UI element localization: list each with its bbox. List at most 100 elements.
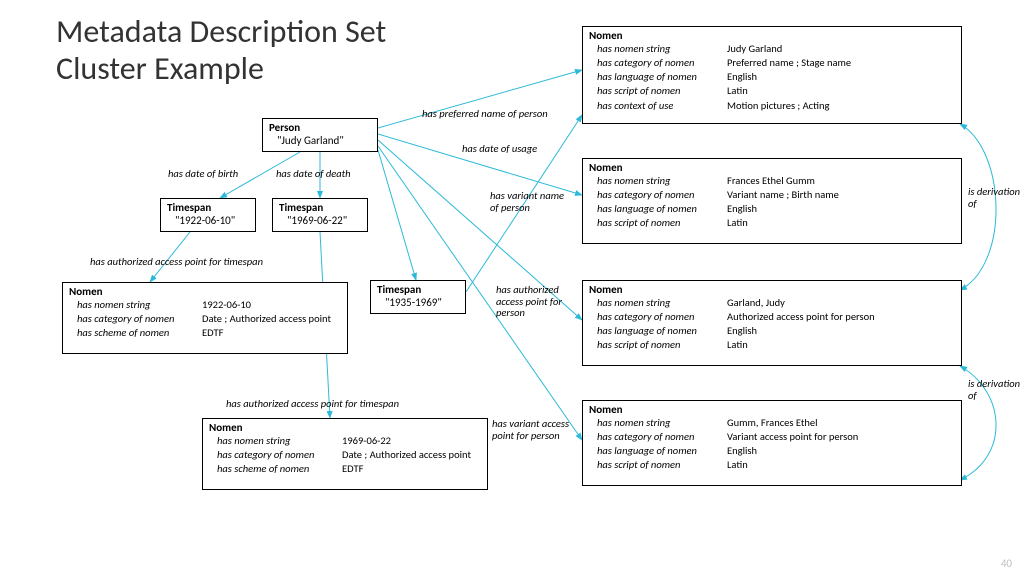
property-value: Variant name ; Birth name — [727, 188, 955, 201]
property-row: has category of nomenDate ; Authorized a… — [203, 448, 487, 462]
property-label: has nomen string — [77, 298, 202, 311]
node-nomen-preferred: Nomen has nomen stringJudy Garlandhas ca… — [582, 26, 962, 124]
node-timespan-death: Timespan "1969-06-22" — [272, 198, 368, 232]
property-value: Motion pictures ; Acting — [727, 99, 955, 112]
ts-birth-header: Timespan — [161, 199, 255, 214]
property-label: has category of nomen — [597, 56, 727, 69]
property-label: has script of nomen — [597, 458, 727, 471]
property-row: has script of nomenLatin — [583, 458, 961, 472]
ts-death-sub: "1969-06-22" — [273, 214, 367, 229]
node-timespan-usage: Timespan "1935-1969" — [370, 280, 466, 314]
nomen-preferred-header: Nomen — [583, 27, 961, 42]
ts-usage-sub: "1935-1969" — [371, 296, 465, 311]
property-row: has scheme of nomenEDTF — [63, 326, 347, 340]
nomen-death-header: Nomen — [203, 419, 487, 434]
property-value: English — [727, 70, 955, 83]
property-label: has nomen string — [597, 174, 727, 187]
node-timespan-birth: Timespan "1922-06-10" — [160, 198, 256, 232]
property-row: has language of nomenEnglish — [583, 324, 961, 338]
property-value: English — [727, 324, 955, 337]
property-label: has category of nomen — [77, 312, 202, 325]
property-row: has nomen string1922-06-10 — [63, 298, 347, 312]
person-header: Person — [263, 119, 377, 134]
property-value: EDTF — [202, 326, 341, 339]
property-value: Judy Garland — [727, 42, 955, 55]
property-value: EDTF — [342, 462, 481, 475]
node-nomen-variant: Nomen has nomen stringFrances Ethel Gumm… — [582, 158, 962, 244]
property-row: has script of nomenLatin — [583, 216, 961, 230]
property-row: has language of nomenEnglish — [583, 202, 961, 216]
property-value: Garland, Judy — [727, 296, 955, 309]
edge-label-aap-ts2: has authorized access point for timespan — [226, 398, 399, 410]
property-label: has script of nomen — [597, 216, 727, 229]
slide-title: Metadata Description Set Cluster Example — [56, 14, 386, 88]
property-row: has nomen string1969-06-22 — [203, 434, 487, 448]
property-value: Frances Ethel Gumm — [727, 174, 955, 187]
edge-label-pref-name: has preferred name of person — [422, 108, 548, 120]
property-label: has category of nomen — [597, 430, 727, 443]
property-value: Date ; Authorized access point — [202, 312, 341, 325]
property-label: has category of nomen — [597, 188, 727, 201]
property-label: has language of nomen — [597, 324, 727, 337]
property-value: 1922-06-10 — [202, 298, 341, 311]
property-row: has language of nomenEnglish — [583, 444, 961, 458]
property-row: has script of nomenLatin — [583, 338, 961, 352]
property-value: Preferred name ; Stage name — [727, 56, 955, 69]
node-nomen-authap: Nomen has nomen stringGarland, Judyhas c… — [582, 280, 962, 366]
nomen-varap-header: Nomen — [583, 401, 961, 416]
property-value: Latin — [727, 216, 955, 229]
edge-label-usage: has date of usage — [462, 143, 537, 155]
property-label: has context of use — [597, 99, 727, 112]
nomen-birth-header: Nomen — [63, 283, 347, 298]
property-row: has script of nomenLatin — [583, 84, 961, 98]
property-row: has nomen stringGumm, Frances Ethel — [583, 416, 961, 430]
property-row: has language of nomenEnglish — [583, 70, 961, 84]
property-label: has script of nomen — [597, 84, 727, 97]
node-person: Person "Judy Garland" — [262, 118, 378, 152]
ts-usage-header: Timespan — [371, 281, 465, 296]
nomen-variant-header: Nomen — [583, 159, 961, 174]
property-value: Latin — [727, 338, 955, 351]
title-line-2: Cluster Example — [56, 49, 264, 88]
edge-label-deriv-2: is derivation of — [968, 378, 1020, 401]
property-row: has scheme of nomenEDTF — [203, 462, 487, 476]
edge-label-deriv-1: is derivation of — [968, 186, 1020, 209]
property-value: Latin — [727, 458, 955, 471]
property-value: Authorized access point for person — [727, 310, 955, 323]
property-row: has category of nomenAuthorized access p… — [583, 310, 961, 324]
ts-death-header: Timespan — [273, 199, 367, 214]
property-label: has language of nomen — [597, 444, 727, 457]
edge-label-var-ap: has variant access point for person — [492, 418, 569, 441]
property-value: 1969-06-22 — [342, 434, 481, 447]
property-label: has nomen string — [597, 416, 727, 429]
edge-label-death: has date of death — [276, 168, 351, 180]
property-row: has context of useMotion pictures ; Acti… — [583, 99, 961, 113]
property-value: Date ; Authorized access point — [342, 448, 481, 461]
property-label: has category of nomen — [597, 310, 727, 323]
property-label: has scheme of nomen — [217, 462, 342, 475]
property-row: has nomen stringJudy Garland — [583, 42, 961, 56]
property-label: has nomen string — [217, 434, 342, 447]
ts-birth-sub: "1922-06-10" — [161, 214, 255, 229]
property-row: has nomen stringFrances Ethel Gumm — [583, 174, 961, 188]
title-line-1: Metadata Description Set — [56, 12, 386, 51]
property-value: Latin — [727, 84, 955, 97]
property-value: Gumm, Frances Ethel — [727, 416, 955, 429]
property-label: has script of nomen — [597, 338, 727, 351]
property-row: has nomen stringGarland, Judy — [583, 296, 961, 310]
property-label: has language of nomen — [597, 202, 727, 215]
property-value: Variant access point for person — [727, 430, 955, 443]
node-nomen-varap: Nomen has nomen stringGumm, Frances Ethe… — [582, 400, 962, 486]
property-label: has nomen string — [597, 42, 727, 55]
page-number: 40 — [1001, 557, 1012, 570]
node-nomen-death: Nomen has nomen string1969-06-22has cate… — [202, 418, 488, 490]
edge-label-aap-ts1: has authorized access point for timespan — [90, 256, 263, 268]
property-label: has scheme of nomen — [77, 326, 202, 339]
edge-label-aap-person: has authorized access point for person — [496, 284, 562, 319]
property-row: has category of nomenVariant access poin… — [583, 430, 961, 444]
nomen-authap-header: Nomen — [583, 281, 961, 296]
property-label: has language of nomen — [597, 70, 727, 83]
node-nomen-birth: Nomen has nomen string1922-06-10has cate… — [62, 282, 348, 354]
property-row: has category of nomenPreferred name ; St… — [583, 56, 961, 70]
person-sub: "Judy Garland" — [263, 134, 377, 149]
